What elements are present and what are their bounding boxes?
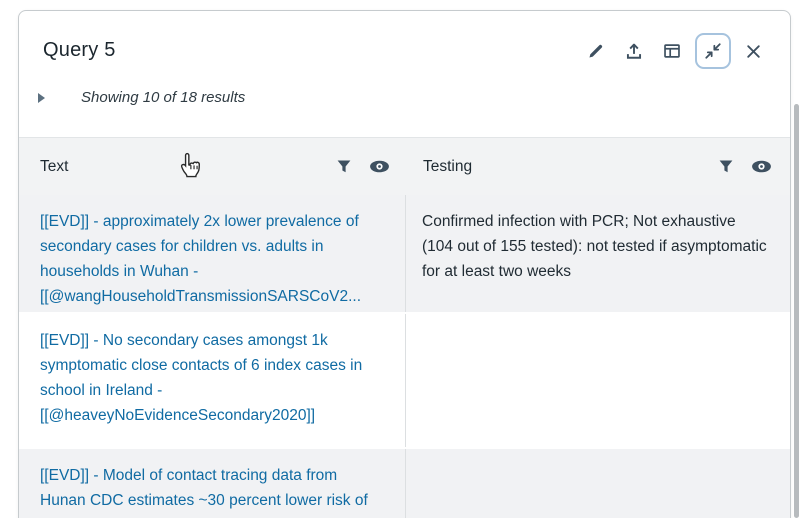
column-header-text: Text xyxy=(19,138,406,195)
column-label: Text xyxy=(40,157,69,175)
toolbar xyxy=(581,33,768,69)
eye-icon[interactable] xyxy=(751,159,772,174)
upload-icon xyxy=(625,42,643,60)
cell-testing: Confirmed infection with PCR; Not exhaus… xyxy=(406,195,790,312)
cell-value: Confirmed infection with PCR; Not exhaus… xyxy=(422,213,767,281)
table-header-row: Text xyxy=(19,137,790,195)
table-row: [[EVD]] - approximately 2x lower prevale… xyxy=(19,195,790,312)
vertical-scrollbar[interactable] xyxy=(794,104,799,518)
filter-icon[interactable] xyxy=(718,158,734,175)
table-body: [[EVD]] - approximately 2x lower prevale… xyxy=(19,195,790,518)
query-results-panel: Query 5 xyxy=(18,10,791,518)
cell-text: [[EVD]] - approximately 2x lower prevale… xyxy=(19,195,406,312)
table-row: [[EVD]] - No secondary cases amongst 1k … xyxy=(19,314,790,447)
evidence-link[interactable]: [[EVD]] - No secondary cases amongst 1k … xyxy=(40,332,363,425)
page-title: Query 5 xyxy=(43,39,116,61)
results-meta: Showing 10 of 18 results xyxy=(38,89,790,106)
expand-caret-icon[interactable] xyxy=(38,92,45,103)
minimize-arrows-icon xyxy=(704,42,722,60)
eye-icon[interactable] xyxy=(369,159,390,174)
column-header-icons xyxy=(336,158,390,175)
edit-button[interactable] xyxy=(581,36,611,66)
column-header-testing: Testing xyxy=(406,138,790,195)
close-button[interactable] xyxy=(739,37,768,66)
evidence-link[interactable]: [[EVD]] - Model of contact tracing data … xyxy=(40,467,368,518)
minimize-button[interactable] xyxy=(695,33,731,69)
column-label: Testing xyxy=(423,157,473,175)
close-x-icon xyxy=(745,43,762,60)
results-summary: Showing 10 of 18 results xyxy=(81,89,246,106)
filter-icon[interactable] xyxy=(336,158,352,175)
cell-text: [[EVD]] - No secondary cases amongst 1k … xyxy=(19,314,406,447)
column-header-icons xyxy=(718,158,772,175)
table-icon xyxy=(663,42,681,60)
cell-testing xyxy=(406,449,790,518)
panel-header: Query 5 xyxy=(19,11,790,69)
pencil-icon xyxy=(587,42,605,60)
evidence-link[interactable]: [[EVD]] - approximately 2x lower prevale… xyxy=(40,213,361,306)
export-button[interactable] xyxy=(619,36,649,66)
cell-text: [[EVD]] - Model of contact tracing data … xyxy=(19,449,406,518)
cell-testing xyxy=(406,314,790,447)
table-row: [[EVD]] - Model of contact tracing data … xyxy=(19,449,790,518)
table-view-button[interactable] xyxy=(657,36,687,66)
